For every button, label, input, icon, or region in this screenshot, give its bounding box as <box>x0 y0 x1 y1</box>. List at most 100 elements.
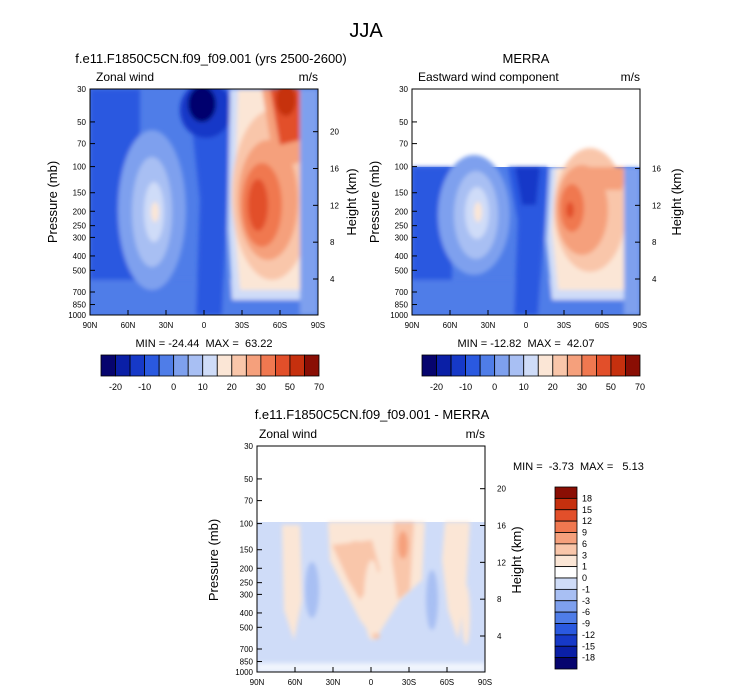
colorbar-box <box>508 354 525 377</box>
pressure-tick-label: 200 <box>395 207 409 216</box>
colorbar-box <box>554 623 578 636</box>
colorbar-box <box>144 354 160 377</box>
panel-3-right-axis-label: Height (km) <box>509 526 524 593</box>
colorbar-box <box>450 354 467 377</box>
panel-1-min-max: MIN = -24.44 MAX = 63.22 <box>136 338 273 350</box>
pressure-tick-label: 30 <box>77 85 86 94</box>
colorbar-label: 50 <box>606 382 616 392</box>
pressure-tick-label: 300 <box>240 590 254 599</box>
pressure-tick-label: 400 <box>240 609 254 618</box>
colorbar-label: 70 <box>314 382 324 392</box>
pressure-tick-label: 50 <box>399 118 408 127</box>
latitude-tick-label: 0 <box>524 321 529 330</box>
panel-1-right-axis-label: Height (km) <box>344 168 359 235</box>
colorbar-box <box>554 520 578 533</box>
latitude-tick-label: 30S <box>235 321 249 330</box>
panel-merra: MERRA Eastward wind component m/s <box>367 51 684 392</box>
colorbar-label: 18 <box>582 493 592 503</box>
panel-2-contour-field <box>412 89 640 315</box>
latitude-tick-label: 30N <box>326 678 341 687</box>
colorbar-label: 70 <box>635 382 645 392</box>
pressure-tick-label: 850 <box>240 658 254 667</box>
height-tick-label: 8 <box>497 595 502 604</box>
panel-3-y-axis-label: Pressure (mb) <box>206 519 221 601</box>
colorbar-box <box>554 543 578 556</box>
colorbar-box <box>115 354 131 377</box>
colorbar-box <box>245 354 262 377</box>
panel-1-latitude-ticks: 90N 60N 30N 0 30S 60S 90S <box>83 310 325 330</box>
panel-3-title: f.e11.F1850C5CN.f09_f09.001 - MERRA <box>255 407 490 422</box>
colorbar-label: -20 <box>430 382 443 392</box>
colorbar-label: -10 <box>459 382 472 392</box>
pressure-tick-label: 30 <box>244 442 253 451</box>
panel-2-min-max: MIN = -12.82 MAX = 42.07 <box>458 338 595 350</box>
colorbar-box <box>554 577 578 590</box>
panel-difference: f.e11.F1850C5CN.f09_f09.001 - MERRA Zona… <box>206 407 644 687</box>
colorbar-box <box>552 354 568 377</box>
pressure-tick-label: 250 <box>240 579 254 588</box>
colorbar-label: 10 <box>519 382 529 392</box>
colorbar-label: 30 <box>577 382 587 392</box>
latitude-tick-label: 30N <box>481 321 496 330</box>
colorbar-label: 1 <box>582 562 587 572</box>
panel-2-height-ticks: 16 12 8 4 <box>635 165 661 284</box>
panel-2-right-axis-label: Height (km) <box>669 168 684 235</box>
colorbar-label: 20 <box>227 382 237 392</box>
latitude-tick-label: 0 <box>369 678 374 687</box>
colorbar-box <box>260 354 276 377</box>
colorbar-box <box>581 354 597 377</box>
latitude-tick-label: 90N <box>250 678 265 687</box>
pressure-tick-label: 500 <box>240 623 254 632</box>
colorbar-box <box>231 354 247 377</box>
colorbar-label: -3 <box>582 596 590 606</box>
colorbar-label: 30 <box>256 382 266 392</box>
colorbar-label: 20 <box>548 382 558 392</box>
pressure-tick-label: 100 <box>395 163 409 172</box>
pressure-tick-label: 200 <box>240 564 254 573</box>
panel-2-variable-label: Eastward wind component <box>418 70 559 84</box>
panel-3-variable-label: Zonal wind <box>259 427 317 441</box>
panel-1-units: m/s <box>299 70 318 84</box>
colorbar-box <box>202 354 218 377</box>
pressure-tick-label: 300 <box>73 233 87 242</box>
colorbar-box <box>158 354 175 377</box>
colorbar-box <box>554 566 578 579</box>
colorbar-label: -10 <box>138 382 151 392</box>
latitude-tick-label: 90N <box>405 321 420 330</box>
colorbar-box <box>129 354 145 377</box>
panel-3-height-ticks: 20 16 12 8 4 <box>480 485 506 641</box>
panel-1-colorbar: -20 -10 0 10 20 30 50 70 <box>100 354 324 392</box>
colorbar-box <box>596 354 612 377</box>
colorbar-box <box>554 588 578 602</box>
colorbar-box <box>554 600 578 613</box>
colorbar-box <box>304 354 320 377</box>
colorbar-box <box>289 354 305 377</box>
pressure-tick-label: 70 <box>399 140 408 149</box>
panel-3-contour-field <box>257 446 485 672</box>
latitude-tick-label: 90S <box>633 321 647 330</box>
colorbar-label: -18 <box>582 653 595 663</box>
panel-2-latitude-ticks: 90N 60N 30N 0 30S 60S 90S <box>405 310 647 330</box>
colorbar-box <box>554 645 578 659</box>
height-tick-label: 4 <box>497 632 502 641</box>
height-tick-label: 16 <box>330 165 339 174</box>
latitude-tick-label: 0 <box>202 321 207 330</box>
height-tick-label: 16 <box>497 522 506 531</box>
colorbar-label: 15 <box>582 505 592 515</box>
colorbar-label: 0 <box>171 382 176 392</box>
pressure-tick-label: 1000 <box>390 311 408 320</box>
latitude-tick-label: 60N <box>121 321 136 330</box>
panel-model: f.e11.F1850C5CN.f09_f09.001 (yrs 2500-26… <box>45 51 359 392</box>
colorbar-label: 10 <box>198 382 208 392</box>
colorbar-box <box>100 354 116 377</box>
height-tick-label: 20 <box>497 485 506 494</box>
colorbar-label: 9 <box>582 528 587 538</box>
colorbar-box <box>554 532 578 545</box>
height-tick-label: 16 <box>652 165 661 174</box>
colorbar-box <box>523 354 539 377</box>
colorbar-label: 6 <box>582 539 587 549</box>
colorbar-label: -1 <box>582 584 590 594</box>
